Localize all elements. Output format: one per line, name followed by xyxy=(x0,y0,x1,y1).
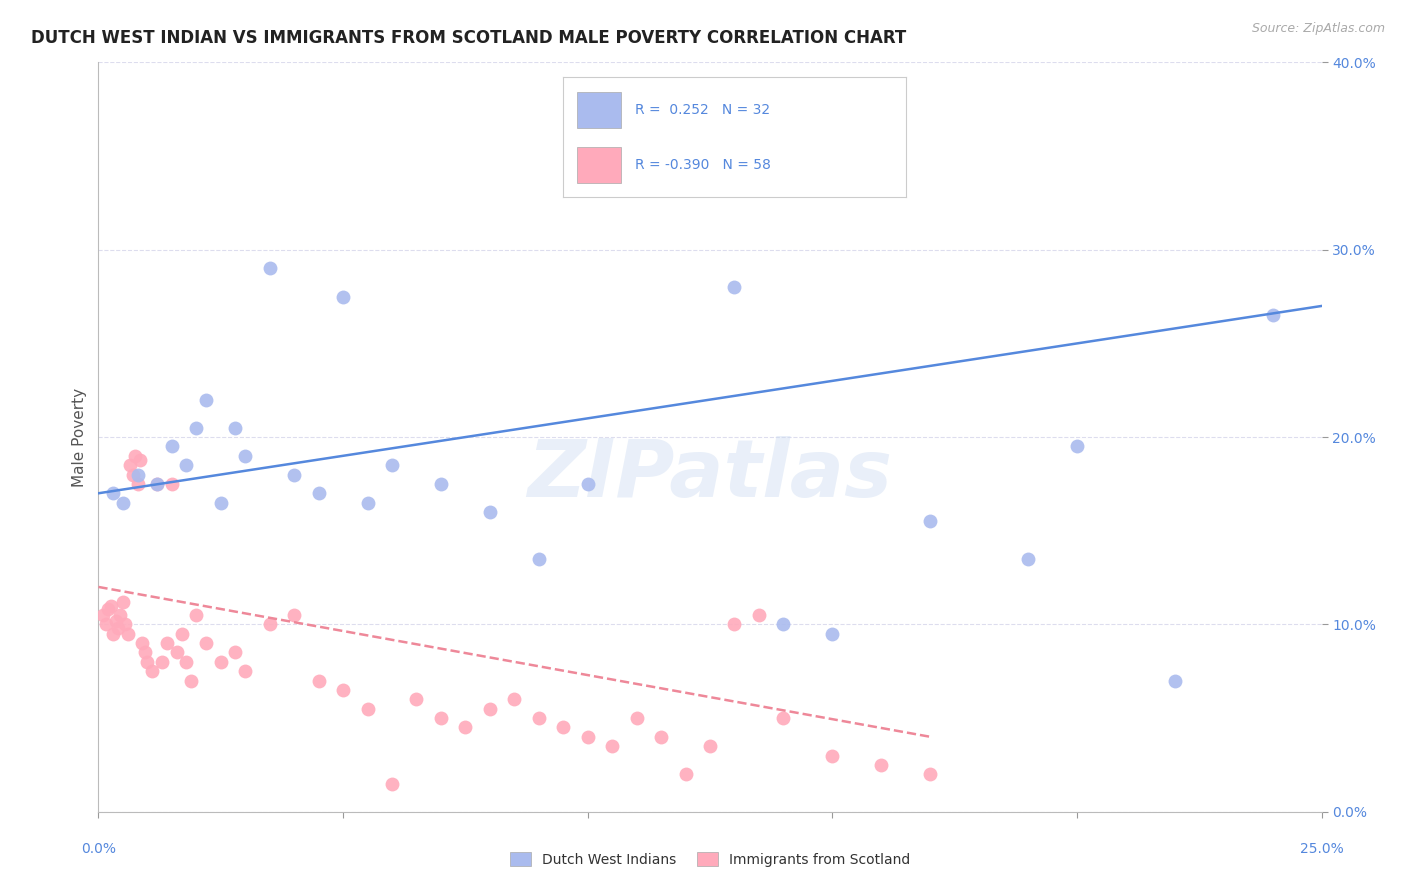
Point xyxy=(650,730,672,744)
Point xyxy=(131,636,153,650)
Point xyxy=(124,449,146,463)
Point xyxy=(675,84,697,98)
Point xyxy=(626,711,648,725)
Point xyxy=(111,496,134,510)
Point xyxy=(356,496,378,510)
Point xyxy=(233,449,256,463)
Point xyxy=(626,93,648,107)
Point xyxy=(699,739,721,753)
Point xyxy=(141,664,163,678)
Point xyxy=(121,467,143,482)
Point xyxy=(110,608,132,623)
Point xyxy=(129,452,152,467)
Point xyxy=(180,673,202,688)
Point xyxy=(259,617,281,632)
Point xyxy=(117,626,139,640)
Point xyxy=(503,692,526,706)
Point xyxy=(134,646,156,660)
Point xyxy=(224,421,246,435)
Point xyxy=(91,608,114,623)
Point xyxy=(97,602,120,616)
Point xyxy=(478,701,501,715)
Point xyxy=(156,636,179,650)
Point xyxy=(176,655,198,669)
Point xyxy=(101,486,124,500)
Point xyxy=(233,664,256,678)
Point xyxy=(283,467,305,482)
Point xyxy=(1261,309,1284,323)
Point xyxy=(332,683,354,698)
Text: DUTCH WEST INDIAN VS IMMIGRANTS FROM SCOTLAND MALE POVERTY CORRELATION CHART: DUTCH WEST INDIAN VS IMMIGRANTS FROM SCO… xyxy=(31,29,907,47)
Point xyxy=(356,701,378,715)
Point xyxy=(136,655,159,669)
Y-axis label: Male Poverty: Male Poverty xyxy=(72,387,87,487)
Point xyxy=(166,646,188,660)
Point xyxy=(120,458,142,473)
Point xyxy=(283,608,305,623)
Point xyxy=(748,608,770,623)
Legend: Dutch West Indians, Immigrants from Scotland: Dutch West Indians, Immigrants from Scot… xyxy=(505,847,915,872)
Point xyxy=(600,739,623,753)
Point xyxy=(920,767,942,781)
Point xyxy=(527,551,550,566)
Point xyxy=(224,646,246,660)
Point xyxy=(1017,551,1039,566)
Point xyxy=(527,711,550,725)
Point xyxy=(150,655,173,669)
Point xyxy=(107,621,129,635)
Point xyxy=(920,514,942,528)
Point xyxy=(381,776,404,791)
Point xyxy=(111,595,134,609)
Point xyxy=(772,711,794,725)
Point xyxy=(405,692,427,706)
Point xyxy=(308,486,330,500)
Point xyxy=(723,280,745,294)
Point xyxy=(146,476,169,491)
Point xyxy=(381,458,404,473)
Point xyxy=(430,711,453,725)
Point xyxy=(186,421,208,435)
Point xyxy=(100,599,122,613)
Point xyxy=(195,392,218,407)
Text: ZIPatlas: ZIPatlas xyxy=(527,435,893,514)
Point xyxy=(101,626,124,640)
Point xyxy=(195,636,218,650)
Point xyxy=(553,721,575,735)
Point xyxy=(1066,440,1088,454)
Point xyxy=(127,476,149,491)
Point xyxy=(699,121,721,136)
Point xyxy=(146,476,169,491)
Point xyxy=(104,614,127,628)
Point xyxy=(821,626,844,640)
Point xyxy=(870,758,893,772)
Point xyxy=(209,655,232,669)
Point xyxy=(209,496,232,510)
Point xyxy=(160,440,183,454)
Point xyxy=(478,505,501,519)
Point xyxy=(1164,673,1187,688)
Point xyxy=(259,261,281,276)
Text: 0.0%: 0.0% xyxy=(82,842,115,856)
Point xyxy=(114,617,136,632)
Point xyxy=(94,617,117,632)
Point xyxy=(675,767,697,781)
Point xyxy=(821,748,844,763)
Point xyxy=(332,289,354,303)
Point xyxy=(127,467,149,482)
Text: Source: ZipAtlas.com: Source: ZipAtlas.com xyxy=(1251,22,1385,36)
Point xyxy=(170,626,193,640)
Point xyxy=(576,476,599,491)
Point xyxy=(430,476,453,491)
Point xyxy=(454,721,477,735)
Point xyxy=(160,476,183,491)
Point xyxy=(576,730,599,744)
Point xyxy=(772,617,794,632)
Point xyxy=(186,608,208,623)
Point xyxy=(723,617,745,632)
Text: 25.0%: 25.0% xyxy=(1299,842,1344,856)
Point xyxy=(176,458,198,473)
Point xyxy=(308,673,330,688)
